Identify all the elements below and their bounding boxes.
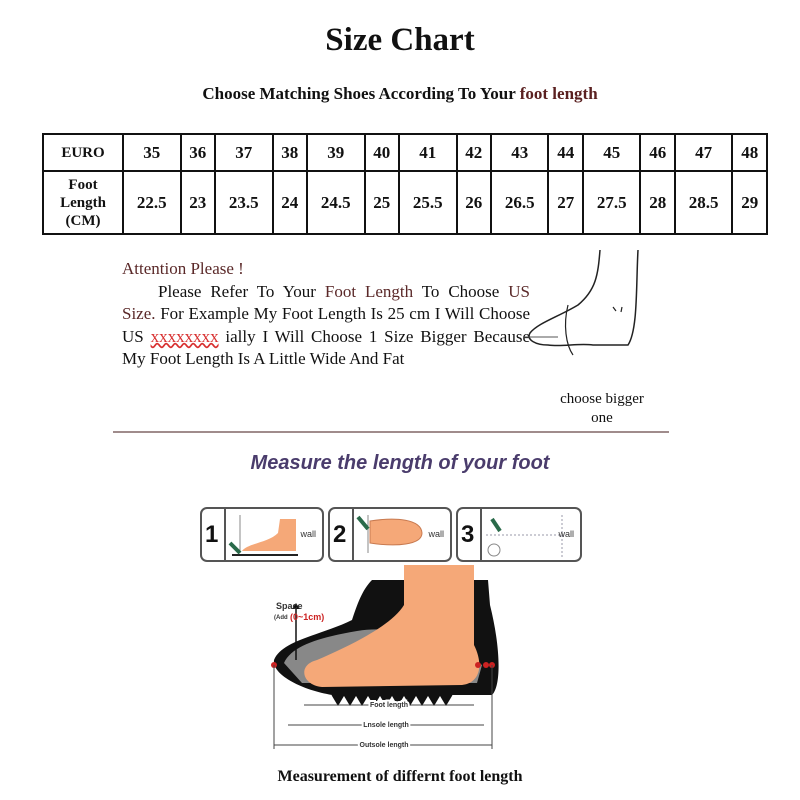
- space-range-label: (0~1cm): [290, 612, 324, 622]
- outsole-length-label: Outsole length: [360, 742, 409, 749]
- subtitle-highlight: foot length: [519, 84, 598, 103]
- euro-size-cell: 36: [179, 133, 216, 172]
- note-text-2: To Choose: [413, 281, 509, 301]
- foot-top-icon: [356, 515, 423, 553]
- foot-length-cell: 29: [731, 170, 768, 235]
- step-label: wall: [558, 529, 574, 539]
- step-2: 2 wall: [328, 507, 452, 562]
- step-number: 1: [205, 521, 219, 548]
- foot-length-cell: 26.5: [489, 170, 550, 235]
- subtitle: Choose Matching Shoes According To Your …: [0, 84, 800, 104]
- note-text-4: ially I Will Choose 1 Size Bigger Becaus…: [122, 326, 531, 369]
- step-number: 3: [461, 521, 475, 548]
- measure-heading: Measure the length of your foot: [250, 452, 550, 474]
- foot-length-row: Foot Length (CM) 22.5 23 23.5 24 24.5 25 25.5 2…: [42, 170, 768, 235]
- euro-size-cell: 43: [489, 133, 550, 172]
- choose-bigger-label: choose bigger one: [560, 391, 644, 426]
- step-label: wall: [428, 529, 444, 539]
- space-add-label: (Add: [274, 615, 288, 621]
- euro-size-cell: 39: [305, 133, 366, 172]
- foot-length-cell: 25: [363, 170, 400, 235]
- shoe-measurement-diagram: Space (Add (0~1cm) Foot length Lnsole le…: [271, 565, 499, 751]
- euro-size-cell: 37: [213, 133, 274, 172]
- foot-length-cell: 23.5: [213, 170, 274, 235]
- foot-side-icon: [228, 515, 298, 556]
- euro-size-cell: 35: [122, 133, 182, 172]
- euro-row: EURO 35 36 37 38 39 40 41 42 43 44 45 46 47 48: [42, 133, 768, 172]
- foot-length-cell: 27.5: [581, 170, 642, 235]
- note-redacted: xxxxxxxx: [150, 326, 219, 346]
- euro-size-cell: 42: [455, 133, 492, 172]
- foot-length-cell: 23: [179, 170, 216, 235]
- insole-length-label: Lnsole length: [363, 722, 409, 729]
- foot-length-cell: 28: [639, 170, 676, 235]
- euro-size-cell: 47: [673, 133, 734, 172]
- subtitle-text: Choose Matching Shoes According To Your: [202, 84, 520, 103]
- caption: Measurement of differnt foot length: [277, 768, 523, 785]
- euro-size-cell: 44: [547, 133, 584, 172]
- foot-length-cell: 22.5: [122, 170, 182, 235]
- foot-length-cell: 25.5: [397, 170, 458, 235]
- euro-size-cell: 41: [397, 133, 458, 172]
- euro-size-cell: 40: [363, 133, 400, 172]
- euro-size-cell: 45: [581, 133, 642, 172]
- euro-size-cell: 46: [639, 133, 676, 172]
- step-1: 1 wall: [200, 507, 324, 562]
- attention-note: Attention Please ! Please Refer To Your …: [122, 258, 530, 371]
- size-table: EURO 35 36 37 38 39 40 41 42 43 44 45 46 47 48 Foot L…: [42, 133, 768, 235]
- note-highlight-us-size: US Size.: [122, 281, 530, 324]
- row-header-foot-length: Foot Length (CM): [42, 170, 124, 235]
- divider: [113, 431, 669, 433]
- foot-length-cell: 24: [271, 170, 308, 235]
- foot-length-cell: 26: [455, 170, 492, 235]
- foot-length-cell: 24.5: [305, 170, 366, 235]
- euro-size-cell: 48: [731, 133, 768, 172]
- note-text-3: For Example My Foot Length Is 25 cm I Wi…: [122, 304, 530, 346]
- foot-shape: [304, 565, 480, 687]
- step-number: 2: [333, 521, 347, 548]
- foot-length-label: Foot length: [370, 702, 408, 709]
- row-header-euro: EURO: [42, 133, 124, 172]
- step-label: wall: [300, 529, 316, 539]
- note-highlight-foot-length: Foot Length: [324, 281, 414, 301]
- ruler-icon: [486, 515, 564, 557]
- foot-length-cell: 27: [547, 170, 584, 235]
- page-title: Size Chart: [325, 22, 475, 58]
- step-3: 3 wall: [456, 507, 582, 562]
- note-heading: Attention Please !: [122, 259, 244, 278]
- note-text-1: Please Refer To Your: [158, 281, 325, 301]
- foot-length-cell: 28.5: [673, 170, 734, 235]
- euro-size-cell: 38: [271, 133, 308, 172]
- foot-sketch-icon: [523, 249, 639, 356]
- space-label: Space: [276, 601, 303, 611]
